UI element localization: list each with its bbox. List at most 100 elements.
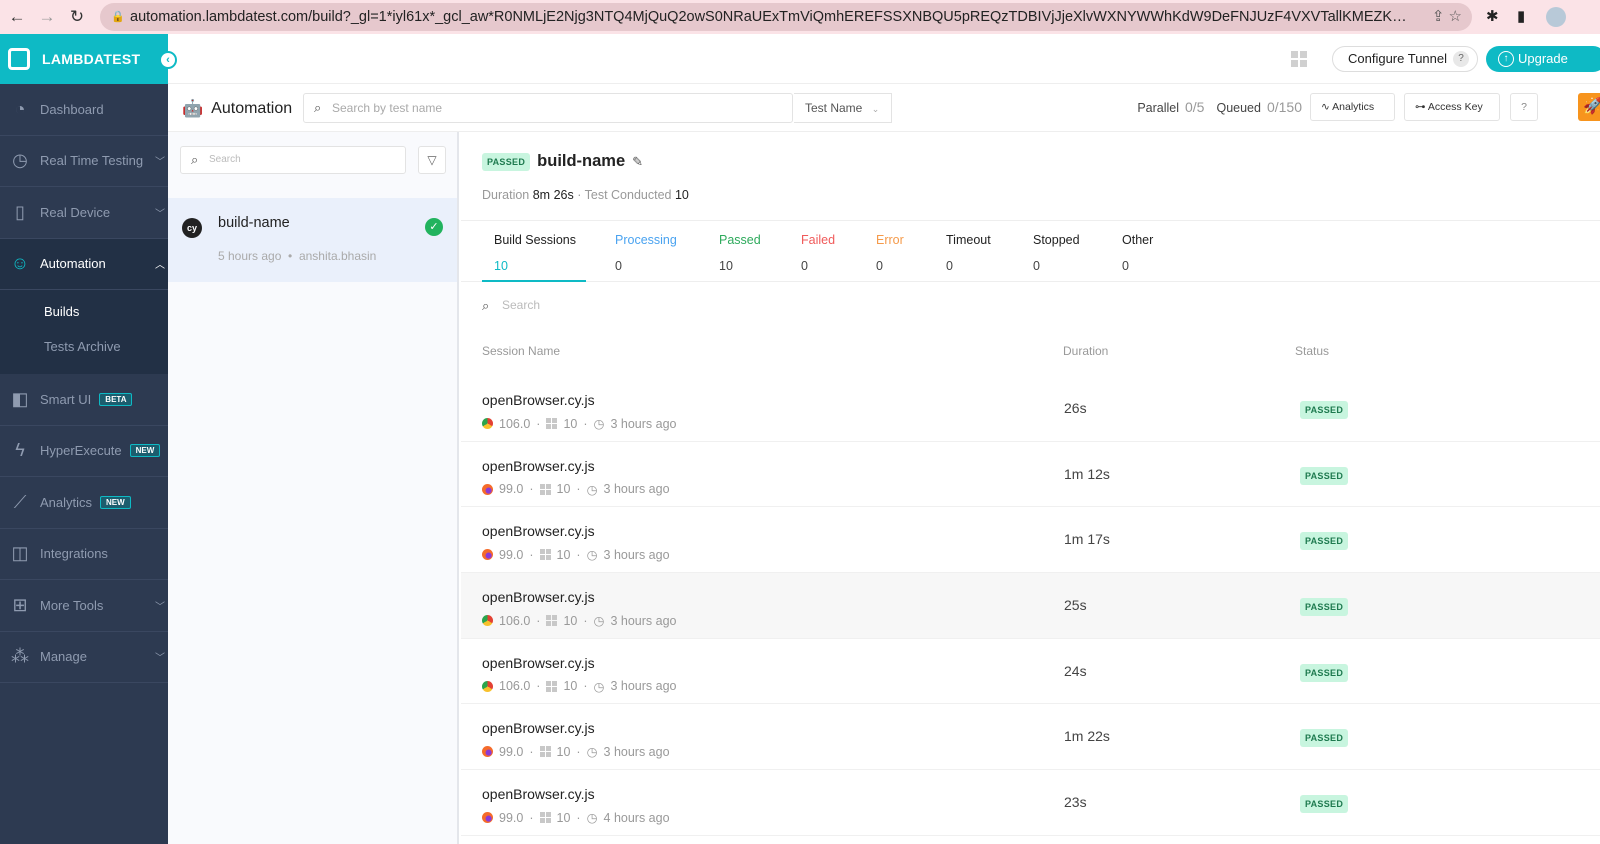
session-name[interactable]: openBrowser.cy.js bbox=[482, 720, 595, 737]
table-row[interactable]: openBrowser.cy.js 106.0 · 10 · ◷ 3 hours … bbox=[461, 573, 1600, 639]
tab-label: Processing bbox=[615, 233, 677, 247]
windows-icon bbox=[539, 483, 551, 495]
apps-grid-icon[interactable] bbox=[1291, 51, 1307, 67]
submenu-item-tests-archive[interactable]: Tests Archive bbox=[44, 339, 121, 354]
tab-timeout[interactable]: Timeout 0 bbox=[946, 233, 991, 273]
column-header-duration[interactable]: Duration bbox=[1063, 344, 1109, 358]
parallel-value: 0/5 bbox=[1185, 99, 1205, 115]
table-row[interactable]: openBrowser.cy.js 99.0 · 10 · ◷ 3 hours a… bbox=[461, 442, 1600, 508]
sidebar-item-real-time-testing[interactable]: ◷ Real Time Testing ﹀ bbox=[0, 136, 168, 187]
build-search-input[interactable]: Search bbox=[180, 146, 406, 174]
filter-icon[interactable]: ▽ bbox=[418, 146, 446, 174]
column-header-status[interactable]: Status bbox=[1295, 344, 1330, 358]
avatar: cy bbox=[182, 218, 202, 238]
session-name[interactable]: openBrowser.cy.js bbox=[482, 589, 595, 606]
sidebar-item-automation[interactable]: ☺ Automation ︿ bbox=[0, 238, 168, 290]
address-bar[interactable]: 🔒 automation.lambdatest.com/build?_gl=1*i… bbox=[100, 3, 1472, 31]
session-search-input[interactable]: Search bbox=[482, 298, 540, 314]
lock-icon: 🔒 bbox=[111, 11, 125, 23]
status-tabs: Build Sessions 10 Processing 0 Passed 10 Faile… bbox=[461, 220, 1600, 282]
sidebar-item-hyperexecute[interactable]: ϟ HyperExecute NEW bbox=[0, 426, 168, 477]
build-list-item[interactable]: cy build-name 5 hours ago • anshita.bhas… bbox=[168, 198, 457, 282]
sidebar-item-label: Real Device bbox=[40, 204, 111, 220]
chevron-up-icon[interactable]: ︿ bbox=[155, 260, 165, 272]
extensions-icon[interactable]: ✱ bbox=[1486, 8, 1499, 25]
chevron-down-icon[interactable]: ﹀ bbox=[155, 601, 165, 613]
os-version: 10 bbox=[556, 744, 571, 759]
chevron-down-icon[interactable]: ﹀ bbox=[155, 208, 165, 220]
chevron-down-icon[interactable]: ﹀ bbox=[155, 157, 165, 169]
page-title-text: Automation bbox=[211, 100, 293, 117]
session-name[interactable]: openBrowser.cy.js bbox=[482, 392, 595, 408]
search-field-select[interactable]: Test Name ⌄ bbox=[794, 93, 892, 123]
tab-passed[interactable]: Passed 10 bbox=[719, 233, 761, 273]
reload-icon[interactable]: ↻ bbox=[69, 7, 85, 26]
table-row[interactable]: openBrowser.cy.js 106.0 · 10 · ◷ 3 hours … bbox=[461, 639, 1600, 705]
sidebar-item-analytics[interactable]: ⟋ Analytics NEW bbox=[0, 477, 168, 529]
os-version: 10 bbox=[556, 547, 571, 562]
session-name[interactable]: openBrowser.cy.js bbox=[482, 523, 595, 540]
browser-version: 99.0 bbox=[499, 547, 524, 562]
analytics-button[interactable]: ∿ Analytics bbox=[1310, 93, 1395, 121]
sidebar-item-integrations[interactable]: ◫ Integrations bbox=[0, 529, 168, 580]
app-header: Configure Tunnel? Upgrade bbox=[168, 34, 1600, 84]
edit-icon[interactable]: ✎ bbox=[632, 153, 644, 169]
queued-label: Queued bbox=[1216, 101, 1261, 115]
share-star-icons[interactable]: ⇪ ☆ bbox=[1431, 8, 1462, 25]
configure-tunnel-button[interactable]: Configure Tunnel? bbox=[1332, 46, 1478, 72]
status-badge: PASSED bbox=[482, 152, 531, 171]
os-version: 10 bbox=[563, 416, 578, 431]
forward-icon[interactable]: → bbox=[38, 7, 56, 26]
integrations-icon: ◫ bbox=[11, 543, 29, 564]
logo[interactable]: LAMBDATEST bbox=[0, 34, 168, 84]
session-name[interactable]: openBrowser.cy.js bbox=[482, 786, 595, 803]
profile-avatar[interactable] bbox=[1546, 7, 1566, 27]
sidebar-item-label: HyperExecute bbox=[40, 443, 122, 459]
device-icon: ▯ bbox=[15, 201, 25, 222]
tab-failed[interactable]: Failed 0 bbox=[801, 233, 835, 273]
tab-error[interactable]: Error 0 bbox=[876, 233, 904, 273]
back-icon[interactable]: ← bbox=[8, 7, 26, 26]
tab-stopped[interactable]: Stopped 0 bbox=[1033, 233, 1080, 273]
session-duration: 1m 22s bbox=[1064, 728, 1110, 745]
select-value: Test Name bbox=[805, 101, 863, 115]
sidebar-badge: NEW bbox=[100, 495, 131, 509]
table-row[interactable]: openBrowser.cy.js 99.0 · 10 · ◷ 3 hours a… bbox=[461, 507, 1600, 574]
bolt-icon: ϟ bbox=[15, 440, 25, 461]
session-name[interactable]: openBrowser.cy.js bbox=[482, 654, 595, 671]
column-header-session[interactable]: Session Name bbox=[482, 344, 561, 358]
tab-other[interactable]: Other 0 bbox=[1122, 233, 1153, 273]
session-time: 3 hours ago bbox=[610, 416, 677, 431]
session-time: 3 hours ago bbox=[603, 482, 670, 497]
submenu-item-builds[interactable]: Builds bbox=[44, 304, 80, 319]
help-icon[interactable]: ? bbox=[1453, 51, 1469, 67]
sidebar-item-more-tools[interactable]: ⊞ More Tools ﹀ bbox=[0, 580, 168, 632]
test-search-input[interactable]: Search by test name bbox=[303, 93, 793, 123]
collapse-sidebar-button[interactable]: ‹ bbox=[159, 51, 177, 69]
sidebar-item-real-device[interactable]: ▯ Real Device ﹀ bbox=[0, 187, 168, 239]
upgrade-button[interactable]: Upgrade bbox=[1486, 46, 1600, 72]
tab-processing[interactable]: Processing 0 bbox=[615, 233, 677, 273]
table-row[interactable]: openBrowser.cy.js 99.0 · 10 · ◷ 4 hours a… bbox=[461, 770, 1600, 836]
parallel-label: Parallel bbox=[1137, 101, 1179, 115]
session-duration: 24s bbox=[1064, 662, 1087, 679]
sidebar-item-manage[interactable]: ⁂ Manage ﹀ bbox=[0, 632, 168, 683]
rocket-icon[interactable]: 🚀 bbox=[1578, 93, 1600, 121]
url-text: automation.lambdatest.com/build?_gl=1*iy… bbox=[130, 9, 1410, 25]
sidebar-item-dashboard[interactable]: ◔ Dashboard bbox=[0, 84, 168, 136]
help-button[interactable]: ? bbox=[1510, 93, 1538, 121]
session-meta: 106.0 · 10 · ◷ 3 hours ago bbox=[482, 416, 676, 431]
access-key-button[interactable]: ⊶ Access Key bbox=[1404, 93, 1500, 121]
session-name[interactable]: openBrowser.cy.js bbox=[482, 457, 595, 474]
automation-toolbar: 🤖 Automation Search by test name Test Nam… bbox=[168, 84, 1600, 132]
firefox-icon bbox=[482, 746, 493, 758]
table-row[interactable]: openBrowser.cy.js 99.0 · 10 · ◷ 3 hours a… bbox=[461, 704, 1600, 771]
tab-build-sessions[interactable]: Build Sessions 10 bbox=[494, 233, 576, 273]
build-title: build-name bbox=[537, 152, 626, 170]
sidepanel-icon[interactable]: ▮ bbox=[1517, 8, 1526, 25]
sidebar-item-smart-ui[interactable]: ◧ Smart UI BETA bbox=[0, 374, 168, 426]
browser-version: 99.0 bbox=[499, 810, 524, 825]
chevron-down-icon[interactable]: ﹀ bbox=[155, 653, 165, 665]
windows-icon bbox=[546, 680, 558, 692]
table-row[interactable]: openBrowser.cy.js 106.0 · 10 · ◷ 3 hours … bbox=[461, 376, 1600, 442]
